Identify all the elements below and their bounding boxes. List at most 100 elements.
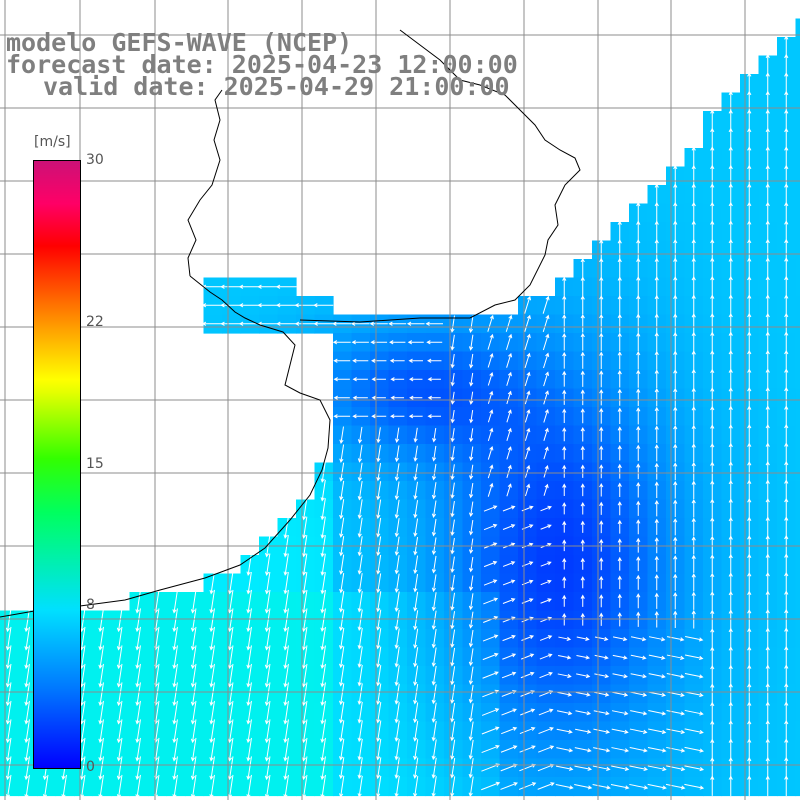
wind-arrow [562,594,567,607]
wind-arrow [654,500,659,517]
wind-arrow [654,294,659,315]
wind-arrow [246,663,252,688]
wind-arrow [673,425,678,444]
wind-arrow [784,331,789,353]
wind-arrow [673,387,678,407]
wind-arrow [562,351,567,369]
wind-arrow [636,294,641,315]
wind-arrow [543,408,549,423]
wind-arrow [469,353,474,369]
wind-arrow [765,146,770,168]
wind-arrow [617,220,622,241]
wind-arrow [376,775,382,798]
wind-arrow [524,464,531,478]
wind-arrow [538,708,554,716]
wind-arrow [599,407,604,424]
wind-arrow [450,353,455,369]
wind-arrow [654,406,659,425]
wind-cell [795,148,800,168]
wind-arrow [710,738,715,759]
wind-arrow [450,629,456,648]
wind-arrow [506,352,513,368]
wind-arrow [747,664,752,685]
wind-arrow [574,747,592,753]
wind-arrow [339,590,345,613]
wind-arrow [784,53,789,75]
wind-arrow [765,775,770,797]
wind-arrow [333,414,351,419]
wind-arrow [394,481,400,501]
wind-arrow [431,739,437,761]
wind-arrow [283,645,289,670]
wind-arrow [784,146,789,168]
wind-arrow [264,589,271,614]
wind-arrow [301,756,308,781]
wind-arrow [611,765,630,771]
wind-arrow [376,628,382,650]
wind-arrow [332,340,351,345]
wind-arrow [784,294,789,316]
wind-arrow [728,442,733,463]
wind-arrow [728,664,733,685]
wind-arrow [765,701,770,723]
wind-arrow [684,746,704,753]
wind-arrow [482,671,499,679]
wind-arrow [654,388,659,407]
colorbar-tick-22: 22 [86,313,104,330]
wind-arrow [648,710,667,716]
wind-arrow [339,499,345,520]
wind-arrow [98,756,104,781]
wind-arrow [747,164,752,186]
wind-arrow [765,312,770,334]
wind-arrow [502,634,516,642]
wind-arrow [135,608,141,633]
wind-arrow [135,682,141,707]
wind-arrow [648,673,666,679]
wind-arrow [765,756,770,778]
wind-arrow [413,683,419,705]
wind-arrow [190,645,197,670]
wind-arrow [747,424,752,445]
wind-arrow [264,774,271,799]
wind-arrow [636,519,641,535]
wind-arrow [394,683,400,705]
wind-arrow [468,758,474,779]
wind-arrow [691,387,696,407]
wind-cell [795,407,800,427]
wind-arrow [710,572,715,592]
wind-arrow [413,610,419,631]
wind-arrow [765,460,770,482]
wind-arrow [450,647,456,667]
wind-arrow [617,332,622,352]
wind-arrow [592,765,611,771]
wind-arrow [172,608,178,633]
wind-arrow [394,609,400,631]
wind-arrow [666,654,685,660]
wind-arrow [116,774,123,799]
wind-arrow [506,446,512,460]
wind-arrow [543,390,549,405]
wind-arrow [593,747,611,753]
wind-arrow [426,358,442,363]
wind-arrow [357,480,363,501]
wind-arrow [580,594,585,607]
wind-arrow [246,608,252,633]
wind-cell [795,129,800,149]
wind-arrow [5,719,12,744]
wind-arrow [339,738,345,761]
wind-arrow [747,201,752,223]
wind-arrow [599,482,604,497]
wind-arrow [784,756,789,778]
wind-arrow [765,516,770,537]
wind-cell [795,18,800,38]
wind-arrow [227,663,234,688]
wind-arrow [784,349,789,371]
wind-arrow [691,350,696,371]
wind-arrow [357,738,363,761]
wind-arrow [468,776,474,798]
wind-arrow [710,127,715,149]
wind-arrow [352,395,368,400]
wind-arrow [666,728,686,735]
wind-arrow [542,295,550,314]
wind-arrow [172,774,178,799]
